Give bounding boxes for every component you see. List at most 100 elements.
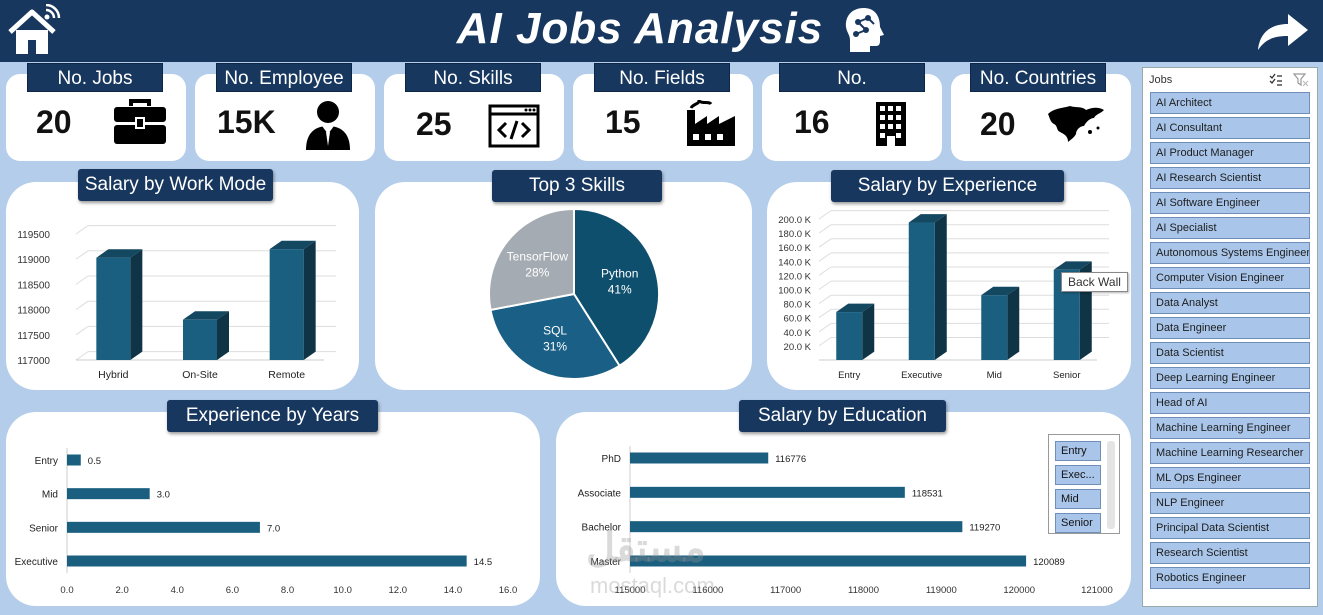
y-tick-label: 118500 (17, 280, 50, 291)
multi-select-icon[interactable] (1269, 73, 1283, 87)
gridline (75, 225, 89, 235)
bar (836, 312, 863, 360)
slicer-item[interactable]: AI Consultant (1150, 117, 1310, 139)
x-tick-label: Remote (268, 369, 305, 381)
home-icon[interactable] (6, 4, 62, 56)
x-tick-label: 121000 (1081, 585, 1113, 596)
chart-experience-years: 0.0 2.0 4.0 6.0 8.0 10.0 12.0 14.0 16.0 Entry 0.5 M… (15, 448, 518, 596)
bar-side (130, 249, 143, 360)
gridline (75, 250, 89, 260)
pie-value-label: 28% (525, 266, 549, 280)
slicer-item[interactable]: Autonomous Systems Engineer (1150, 242, 1310, 264)
slicer-item[interactable]: NLP Engineer (1150, 492, 1310, 514)
bar-top (269, 240, 316, 250)
title-salary-work-mode: Salary by Work Mode (78, 169, 273, 201)
y-tick-label: 160.0 K (778, 243, 811, 254)
mini-slicer-item[interactable]: Entry (1055, 441, 1101, 461)
data-label: 116776 (775, 454, 806, 465)
bar (183, 319, 217, 360)
gridline (75, 300, 89, 311)
mini-slicer-item[interactable]: Senior (1055, 513, 1101, 533)
slicer-item[interactable]: Data Scientist (1150, 342, 1310, 364)
kpi-label-countries: No. Countries (970, 63, 1106, 92)
slicer-item[interactable]: ML Ops Engineer (1150, 467, 1310, 489)
bar-side (1007, 286, 1020, 360)
mini-slicer-scrollbar[interactable] (1107, 441, 1115, 529)
employee-icon (306, 101, 350, 150)
slicer-item[interactable]: Machine Learning Researcher (1150, 442, 1310, 464)
data-label: 118531 (912, 488, 943, 499)
kpi-value-countries: 20 (980, 106, 1016, 142)
gridline (818, 266, 832, 276)
bar (630, 486, 905, 498)
chart-top-skills: Python 41% SQL 31% TensorFlow 28% (488, 207, 660, 380)
mini-slicer-item[interactable]: Mid (1055, 489, 1101, 509)
watermark-latin: mostaql.com (590, 573, 715, 598)
gridline (75, 351, 89, 361)
slicer-item[interactable]: Head of AI (1150, 392, 1310, 414)
y-tick-label: 117000 (17, 356, 50, 367)
y-tick-label: 180.0 K (778, 229, 811, 240)
slicer-item[interactable]: Research Scientist (1150, 542, 1310, 564)
gridline (818, 322, 832, 333)
y-tick-label: Mid (42, 490, 58, 501)
kpi-label-jobs: No. Jobs (27, 63, 163, 92)
slicer-item[interactable]: Deep Learning Engineer (1150, 367, 1310, 389)
mini-slicer-item[interactable]: Exec... (1055, 465, 1101, 485)
building-icon (876, 102, 906, 146)
kpi-label-companies: No. (779, 63, 925, 92)
x-tick-label: On-Site (182, 369, 218, 381)
code-window-icon (488, 104, 540, 148)
bar (630, 555, 1027, 567)
pie-label: SQL (543, 324, 567, 338)
kpi-value-companies: 16 (794, 104, 830, 140)
gridline (818, 294, 832, 305)
slicer-item[interactable]: Data Engineer (1150, 317, 1310, 339)
y-tick-label: 200.0 K (778, 215, 811, 226)
slicer-item[interactable]: Machine Learning Engineer (1150, 417, 1310, 439)
briefcase-icon (114, 99, 166, 144)
title-salary-education: Salary by Education (739, 400, 946, 432)
bar-side (934, 214, 947, 360)
x-tick-label: 16.0 (499, 585, 518, 596)
slicer-item[interactable]: Data Analyst (1150, 292, 1310, 314)
bar (67, 488, 150, 500)
ai-head-icon (845, 8, 884, 52)
kpi-label-fields: No. Fields (594, 63, 730, 92)
y-tick-label: 60.0 K (784, 314, 812, 325)
slicer-item[interactable]: AI Product Manager (1150, 142, 1310, 164)
bar-top (981, 286, 1020, 296)
gridline (818, 280, 832, 290)
forward-arrow-icon[interactable] (1254, 10, 1310, 52)
slicer-item[interactable]: Principal Data Scientist (1150, 517, 1310, 539)
x-tick-label: 118000 (848, 585, 879, 596)
slicer-item[interactable]: AI Architect (1150, 92, 1310, 114)
panel-salary-education (556, 412, 1131, 606)
slicer-item[interactable]: Computer Vision Engineer (1150, 267, 1310, 289)
kpi-value-employee: 15K (217, 104, 276, 140)
slicer-item[interactable]: AI Software Engineer (1150, 192, 1310, 214)
bar-top (836, 303, 875, 313)
bar-top (96, 249, 143, 258)
kpi-label-employee: No. Employee (216, 63, 352, 92)
x-tick-label: 2.0 (116, 585, 129, 596)
gridline (818, 224, 832, 234)
title-top-skills: Top 3 Skills (492, 170, 662, 202)
y-tick-label: Master (590, 557, 621, 568)
y-tick-label: 140.0 K (778, 257, 811, 268)
pie-label: TensorFlow (507, 250, 569, 264)
gridline (818, 210, 832, 220)
slicer-item[interactable]: AI Specialist (1150, 217, 1310, 239)
x-tick-label: 4.0 (171, 585, 184, 596)
bar-top (908, 214, 947, 223)
chart-tooltip: Back Wall (1061, 272, 1128, 292)
pie-value-label: 31% (543, 340, 567, 354)
y-tick-label: Bachelor (582, 523, 622, 534)
slicer-item[interactable]: AI Research Scientist (1150, 167, 1310, 189)
pie-slice (488, 207, 575, 312)
y-tick-label: 80.0 K (784, 300, 812, 311)
slicer-item[interactable]: Robotics Engineer (1150, 567, 1310, 589)
gridline (75, 325, 89, 336)
gridline (818, 337, 832, 347)
clear-filter-icon[interactable] (1293, 73, 1309, 87)
